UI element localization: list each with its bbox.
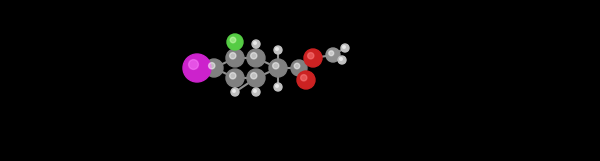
Circle shape [247, 49, 265, 67]
Circle shape [230, 73, 236, 79]
Circle shape [188, 60, 199, 69]
Circle shape [308, 53, 314, 59]
Circle shape [252, 88, 260, 96]
Circle shape [205, 59, 223, 77]
Circle shape [227, 34, 243, 50]
Circle shape [272, 63, 279, 69]
Circle shape [294, 63, 300, 69]
Circle shape [304, 49, 322, 67]
Circle shape [231, 88, 239, 96]
Circle shape [274, 83, 282, 91]
Circle shape [254, 90, 256, 92]
Circle shape [291, 60, 307, 76]
Circle shape [230, 37, 236, 43]
Circle shape [226, 69, 244, 87]
Circle shape [209, 63, 215, 69]
Circle shape [297, 71, 315, 89]
Circle shape [269, 59, 287, 77]
Circle shape [343, 46, 346, 48]
Circle shape [230, 53, 236, 59]
Circle shape [226, 49, 244, 67]
Circle shape [251, 73, 257, 79]
Circle shape [326, 48, 340, 62]
Circle shape [274, 46, 282, 54]
Circle shape [338, 56, 346, 64]
Circle shape [341, 44, 349, 52]
Circle shape [275, 48, 278, 50]
Circle shape [340, 58, 343, 60]
Circle shape [275, 85, 278, 87]
Circle shape [251, 53, 257, 59]
Circle shape [254, 42, 256, 44]
Circle shape [247, 69, 265, 87]
Circle shape [252, 40, 260, 48]
Circle shape [329, 51, 334, 56]
Circle shape [183, 54, 211, 82]
Circle shape [301, 75, 307, 81]
Circle shape [233, 90, 235, 92]
